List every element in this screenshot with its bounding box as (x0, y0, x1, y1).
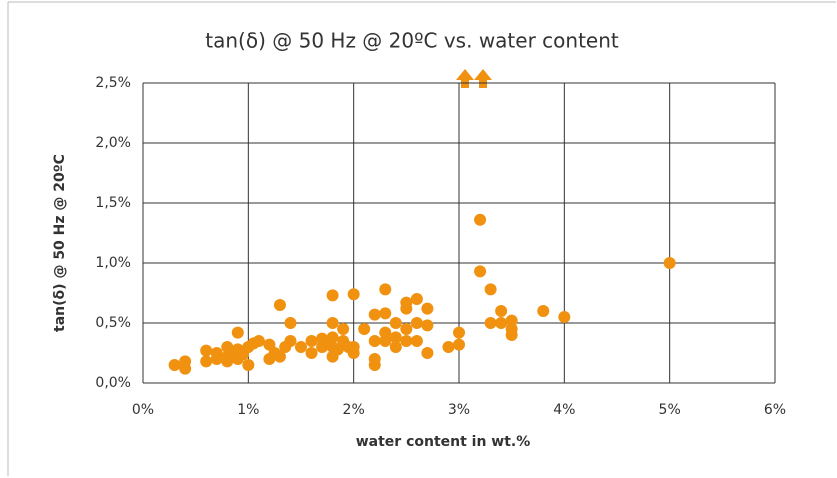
point (400, 335, 413, 347)
point (389, 331, 402, 344)
point (326, 289, 339, 302)
point (295, 341, 307, 353)
y-tick-label: 1,0% (95, 255, 131, 271)
x-tick-label: 4% (553, 402, 575, 418)
point (200, 355, 213, 368)
point (379, 283, 392, 296)
point (379, 326, 392, 339)
x-tick-label: 0% (132, 402, 154, 418)
point (484, 283, 497, 296)
point (505, 323, 518, 335)
point (389, 317, 402, 329)
point (474, 213, 487, 226)
point (179, 355, 192, 368)
y-tick-label: 2,0% (95, 135, 131, 151)
point (273, 299, 286, 311)
point (505, 314, 518, 327)
arrow (474, 69, 492, 88)
point (284, 335, 297, 347)
point (410, 317, 423, 329)
point (326, 331, 339, 344)
point (379, 335, 392, 347)
point (442, 341, 455, 353)
point (379, 307, 392, 320)
chart-title: tan(δ) @ 50 Hz @ 20ºC vs. water content (205, 29, 619, 53)
point (400, 323, 413, 335)
point (389, 341, 402, 353)
point (168, 359, 181, 371)
x-tick-label: 2% (343, 402, 365, 418)
point (453, 338, 465, 351)
point (347, 288, 360, 301)
point (421, 347, 434, 359)
x-tick-label: 6% (764, 402, 786, 418)
point (558, 311, 571, 323)
point (305, 347, 318, 359)
point (368, 335, 381, 347)
y-tick-label: 1,5% (95, 195, 131, 211)
point (347, 341, 360, 353)
point (453, 326, 465, 339)
point (242, 359, 255, 371)
point (305, 335, 318, 347)
point (368, 353, 381, 365)
point (284, 317, 297, 329)
x-axis-label: water content in wt.% (356, 434, 531, 450)
point (495, 317, 508, 329)
point (410, 335, 423, 347)
y-tick-label: 0,5% (95, 315, 131, 331)
point (252, 335, 265, 347)
point (368, 308, 381, 321)
point (421, 319, 434, 332)
point (337, 323, 350, 335)
point (273, 350, 286, 363)
point (210, 347, 223, 359)
point (421, 302, 434, 315)
point (200, 344, 213, 357)
x-tick-label: 1% (237, 402, 259, 418)
y-tick-label: 2,5% (95, 75, 131, 91)
point (484, 317, 497, 329)
x-tick-label: 5% (659, 402, 681, 418)
point (358, 323, 371, 335)
x-tick-label: 3% (448, 402, 470, 418)
point (326, 317, 339, 329)
off-scale-arrows (456, 69, 492, 88)
arrow (456, 69, 474, 88)
y-axis-label: tan(δ) @ 50 Hz @ 20ºC (52, 154, 68, 332)
point (410, 293, 423, 305)
point (231, 326, 244, 339)
y-tick-label: 0,0% (95, 375, 131, 391)
point (400, 296, 413, 309)
point (474, 265, 487, 278)
point (495, 305, 508, 317)
point (663, 257, 676, 269)
point (537, 305, 550, 317)
